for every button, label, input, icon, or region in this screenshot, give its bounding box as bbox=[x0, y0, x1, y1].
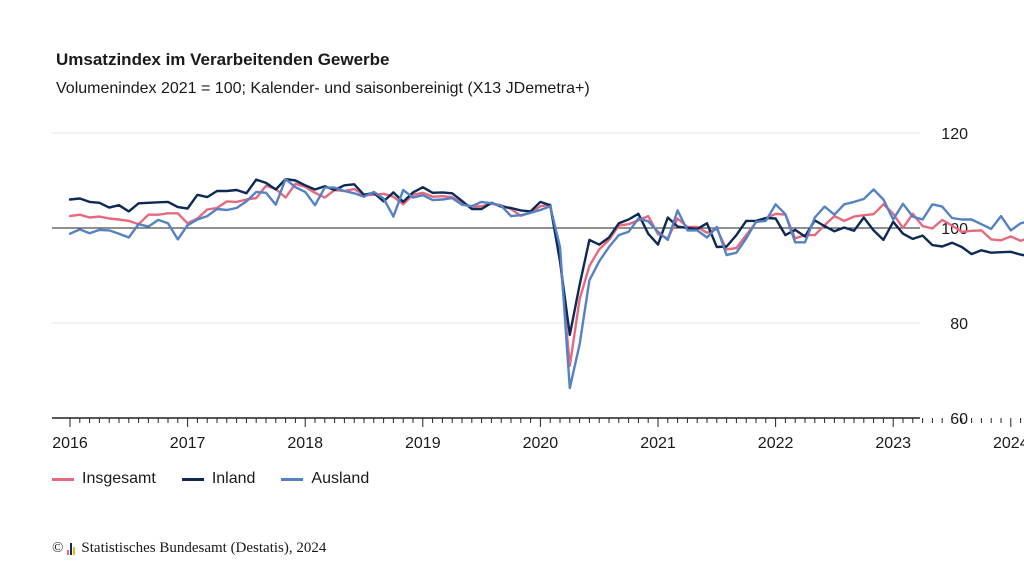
series-line-ausland bbox=[68, 177, 1024, 390]
legend-label-ausland: Ausland bbox=[311, 470, 370, 487]
legend-label-insgesamt: Insgesamt bbox=[82, 470, 156, 487]
chart-subtitle: Volumenindex 2021 = 100; Kalender- und s… bbox=[56, 80, 590, 97]
x-tick-label-2023: 2023 bbox=[875, 435, 911, 452]
x-tick-label-2024: 2024 bbox=[993, 435, 1024, 452]
legend-swatch-ausland bbox=[281, 477, 304, 481]
y-tick-label-60: 60 bbox=[950, 411, 968, 428]
chart-title: Umsatzindex im Verarbeitenden Gewerbe bbox=[56, 50, 390, 69]
x-tick-label-2021: 2021 bbox=[640, 435, 676, 452]
x-tick-label-2022: 2022 bbox=[758, 435, 794, 452]
line-chart: 60 80 100 120 2016 2017 2018 2019 2020 2021 2022 20… bbox=[52, 126, 1024, 452]
y-tick-label-100: 100 bbox=[941, 221, 968, 238]
y-tick-label-80: 80 bbox=[950, 316, 968, 333]
legend-swatch-insgesamt bbox=[52, 477, 74, 481]
y-tick-label-120: 120 bbox=[941, 126, 968, 143]
series-line-inland bbox=[68, 177, 1024, 337]
source-note: © Statistisches Bundesamt (Destatis), 20… bbox=[52, 540, 326, 557]
x-tick-label-2017: 2017 bbox=[170, 435, 206, 452]
legend-item-inland[interactable]: Inland bbox=[181, 470, 256, 488]
x-tick-label-2020: 2020 bbox=[523, 435, 559, 452]
legend-label-inland: Inland bbox=[211, 470, 256, 487]
legend-item-ausland[interactable]: Ausland bbox=[281, 470, 369, 488]
destatis-logo-icon bbox=[67, 542, 76, 555]
x-tick-label-2018: 2018 bbox=[287, 435, 323, 452]
legend-item-insgesamt[interactable]: Insgesamt bbox=[52, 470, 156, 488]
chart-legend: Insgesamt Inland Ausland bbox=[52, 470, 369, 488]
series-line-insgesamt bbox=[68, 182, 1024, 367]
source-text: Statistisches Bundesamt (Destatis), 2024 bbox=[81, 540, 327, 556]
x-tick-label-2019: 2019 bbox=[405, 435, 441, 452]
x-tick-label-2016: 2016 bbox=[52, 435, 88, 452]
copyright-symbol: © bbox=[52, 540, 64, 556]
legend-swatch-inland bbox=[181, 477, 204, 481]
